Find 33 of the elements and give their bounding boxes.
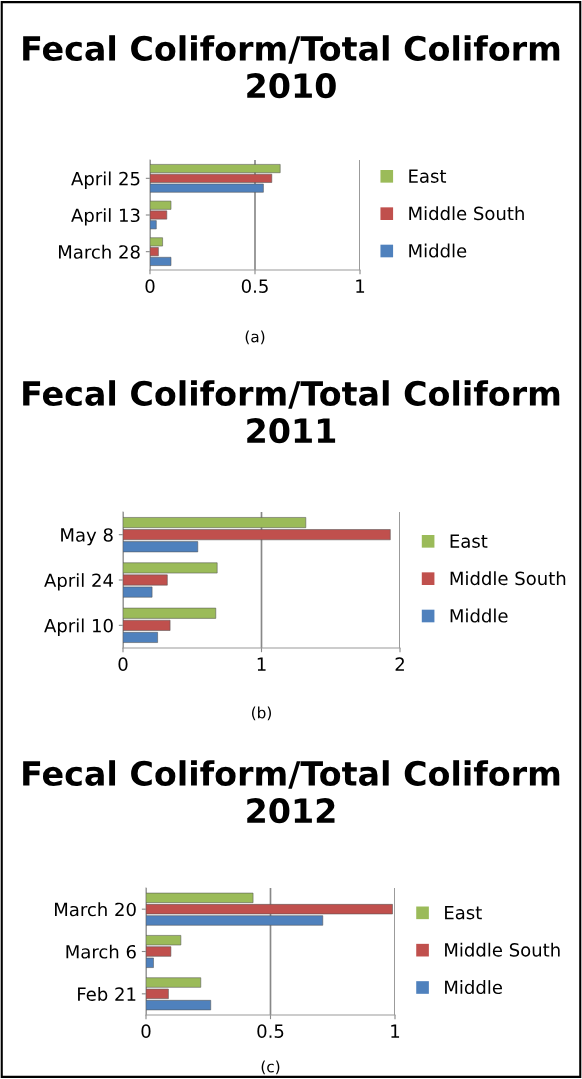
x-tick-label: 1 (257, 657, 266, 671)
legend-label: East (445, 905, 482, 920)
x-tick-label: 0 (118, 657, 128, 671)
chart-title: Fecal Coliform/Total Coliform 2012 (23, 760, 560, 824)
x-tick-label: 0.5 (241, 279, 268, 293)
y-tick-label: Feb 21 (78, 986, 136, 1001)
y-tick-label: April 24 (44, 573, 113, 591)
legend-label: East (450, 534, 488, 548)
chart-title: Fecal Coliform/Total Coliform 2010 (23, 35, 560, 99)
legend-label: East (409, 169, 447, 183)
y-tick-label: April 25 (71, 171, 140, 189)
y-tick-label: March 6 (66, 944, 136, 959)
x-tick-label: 0.5 (257, 1024, 284, 1038)
y-tick-label: April 10 (44, 618, 113, 636)
legend-label: Middle (409, 243, 467, 258)
y-tick-label: April 13 (71, 208, 140, 226)
legend-label: Middle (445, 980, 502, 995)
x-tick-label: 2 (395, 657, 404, 671)
text: (b) (252, 706, 271, 721)
legend-label: Middle South (450, 571, 566, 586)
legend-label: Middle (450, 608, 508, 623)
text: (c) (261, 1060, 280, 1075)
y-tick-label: March 28 (59, 244, 140, 259)
x-tick-label: 1 (391, 1024, 400, 1038)
y-tick-label: May 8 (61, 528, 113, 546)
x-tick-label: 1 (356, 279, 365, 293)
x-tick-label: 0 (141, 1024, 151, 1038)
chart-title: Fecal Coliform/Total Coliform 2011 (23, 380, 560, 444)
text: (a) (245, 330, 265, 345)
y-tick-label: March 20 (55, 902, 136, 917)
legend-label: Middle South (445, 942, 560, 957)
x-tick-label: 0 (145, 279, 155, 293)
legend-label: Middle South (409, 206, 524, 221)
